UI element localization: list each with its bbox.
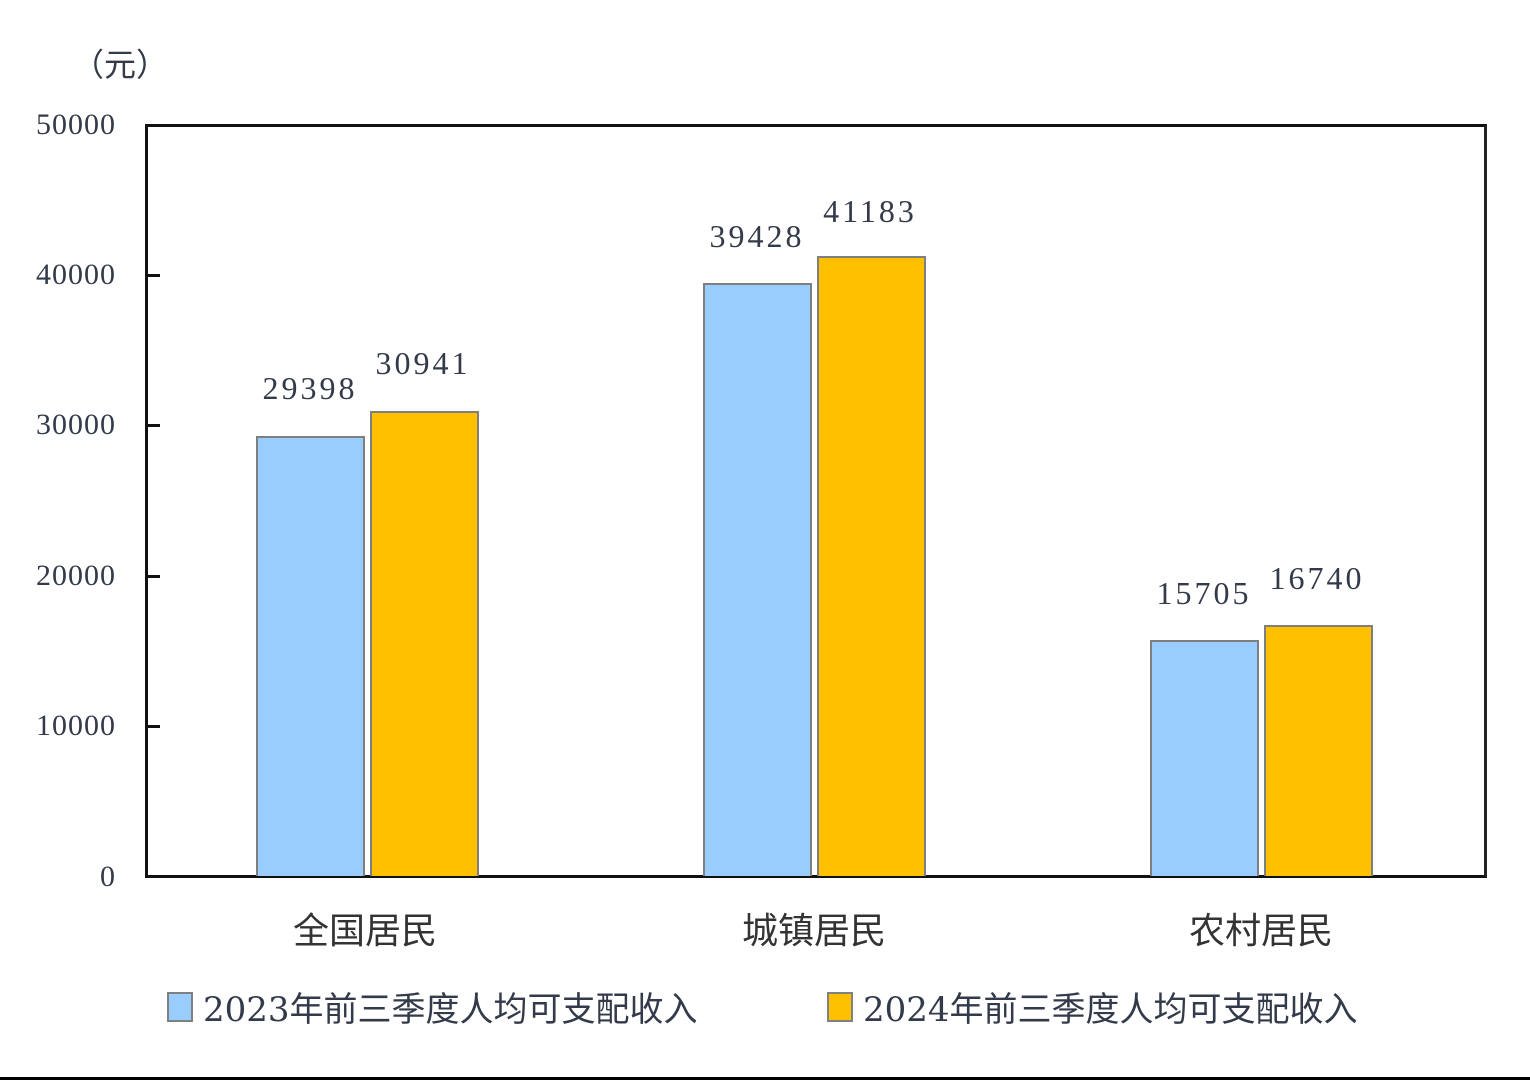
ytick-mark <box>148 575 160 578</box>
category-label: 农村居民 <box>1188 911 1333 952</box>
bar-2023-urban <box>703 283 812 876</box>
ytick-label: 50000 <box>36 108 116 141</box>
bottom-divider <box>0 1077 1530 1080</box>
bar-2024-rural <box>1264 625 1373 876</box>
ytick-label: 40000 <box>36 258 116 291</box>
legend-swatch-icon <box>167 991 193 1022</box>
ytick-label: 10000 <box>36 709 116 742</box>
legend-item-2023: 2023年前三季度人均可支配收入 <box>167 982 698 1031</box>
ytick-label: 30000 <box>36 408 116 441</box>
bar-2023-rural <box>1150 640 1259 876</box>
ytick-label: 0 <box>100 860 116 893</box>
data-label: 41183 <box>823 193 917 229</box>
bar-2024-urban <box>817 256 926 876</box>
data-label: 29398 <box>262 370 358 406</box>
bar-2024-national <box>370 411 479 876</box>
data-label: 16740 <box>1269 560 1365 596</box>
ytick-mark <box>148 424 160 427</box>
legend-label: 2024年前三季度人均可支配收入 <box>863 990 1358 1030</box>
ytick-label: 20000 <box>36 559 116 592</box>
legend-label: 2023年前三季度人均可支配收入 <box>203 990 698 1030</box>
legend-item-2024: 2024年前三季度人均可支配收入 <box>827 982 1358 1031</box>
y-axis-unit-label: （元） <box>72 47 169 83</box>
bar-2023-national <box>256 436 365 876</box>
data-label: 39428 <box>709 218 805 254</box>
data-label: 30941 <box>375 345 471 381</box>
plot-area <box>145 124 1487 878</box>
data-label: 15705 <box>1156 575 1252 611</box>
legend-swatch-icon <box>827 991 853 1022</box>
ytick-mark <box>148 725 160 728</box>
category-label: 城镇居民 <box>741 911 886 952</box>
ytick-mark <box>148 274 160 277</box>
category-label: 全国居民 <box>292 911 437 952</box>
